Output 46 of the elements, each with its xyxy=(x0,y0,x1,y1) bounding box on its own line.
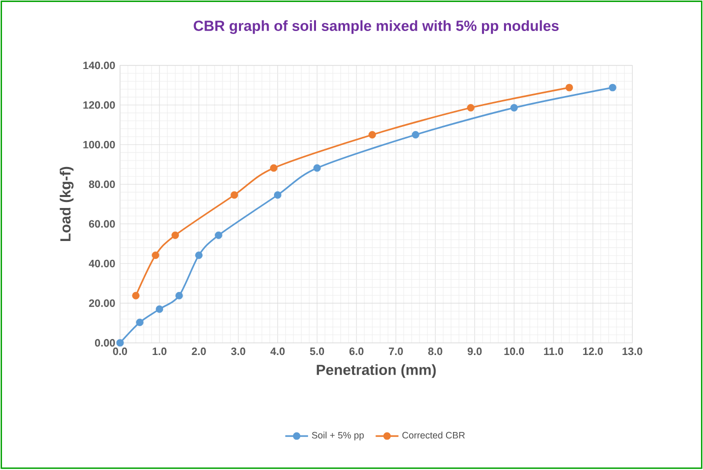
point xyxy=(270,164,278,172)
x-tick-label: 2.0 xyxy=(192,348,206,356)
point xyxy=(136,318,144,326)
x-tick-label: 13.0 xyxy=(622,348,642,356)
point xyxy=(566,84,573,92)
x-tick-label: 8.0 xyxy=(428,348,442,356)
x-tick-label: 1.0 xyxy=(152,348,166,356)
x-tick-label: 6.0 xyxy=(349,348,364,356)
y-tick-label: 0.00 xyxy=(94,339,115,347)
chart-title: CBR graph of soil sample mixed with 5% pp nodules xyxy=(194,20,559,34)
x-tick-label: 3.0 xyxy=(231,348,246,356)
y-axis-title: Load (kg-f) xyxy=(60,167,74,242)
point xyxy=(368,131,376,139)
x-tick-label: 5.0 xyxy=(310,348,324,356)
point xyxy=(510,104,518,112)
y-tick-label: 100.00 xyxy=(83,141,115,149)
x-tick-label: 12.0 xyxy=(583,348,603,356)
x-tick-label: 0.0 xyxy=(113,348,128,356)
point xyxy=(171,232,179,240)
y-tick-label: 20.00 xyxy=(89,300,115,308)
x-axis-title: Penetration (mm) xyxy=(316,364,436,378)
point xyxy=(132,292,140,300)
point xyxy=(116,339,124,347)
x-tick-label: 4.0 xyxy=(270,348,285,356)
point xyxy=(467,104,474,112)
point xyxy=(274,191,282,199)
point xyxy=(156,306,164,314)
point xyxy=(175,292,183,300)
y-tick-label: 40.00 xyxy=(88,260,115,268)
point xyxy=(313,164,321,172)
x-tick-label: 10.0 xyxy=(504,348,524,356)
legend-label: Corrected CBR xyxy=(402,432,465,439)
x-tick-label: 11.0 xyxy=(544,348,564,356)
point xyxy=(214,232,222,240)
point xyxy=(412,131,420,139)
y-tick-label: 80.00 xyxy=(88,180,115,188)
y-tick-label: 140.00 xyxy=(83,62,115,70)
x-tick-label: 7.0 xyxy=(388,348,403,356)
point xyxy=(608,84,616,92)
y-tick-label: 60.00 xyxy=(89,220,115,228)
point xyxy=(230,191,238,199)
legend-label: Soil + 5% pp xyxy=(312,432,364,441)
point xyxy=(152,252,160,260)
point xyxy=(195,252,203,260)
x-tick-label: 9.0 xyxy=(468,348,482,356)
y-tick-label: 120.00 xyxy=(83,101,115,109)
